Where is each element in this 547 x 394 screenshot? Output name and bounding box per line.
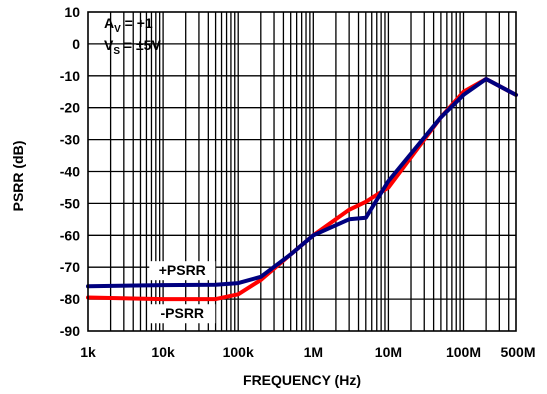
x-tick-label: 10M (375, 344, 402, 360)
series-labels: +PSRR -PSRR (149, 261, 216, 324)
grid (88, 12, 516, 331)
condition-supply: VS = ±5V (104, 37, 161, 57)
y-tick-label: -30 (60, 132, 80, 148)
x-tick-label: 100M (446, 344, 481, 360)
y-tick-label: -10 (60, 68, 80, 84)
series-label-background (149, 261, 216, 281)
x-tick-label: 1M (304, 344, 323, 360)
x-tick-label: 500M (500, 344, 535, 360)
plot-frame (87, 11, 517, 332)
x-tick-label: 10k (151, 344, 175, 360)
series-lines (86, 77, 518, 302)
y-tick-label: -90 (60, 323, 80, 339)
y-axis-label: PSRR (dB) (10, 141, 26, 212)
plus-psrr-label: +PSRR (159, 262, 206, 278)
x-tick-label: 100k (223, 344, 254, 360)
x-axis-label: FREQUENCY (Hz) (243, 372, 361, 388)
y-tick-label: -40 (60, 164, 80, 180)
y-tick-label: 10 (64, 4, 80, 20)
y-tick-label: 0 (72, 36, 80, 52)
condition-gain: AV = +1 (104, 15, 153, 35)
y-tick-label: -80 (60, 291, 80, 307)
plus-psrr-line (86, 77, 518, 289)
y-tick-label: -50 (60, 195, 80, 211)
x-tick-label: 1k (80, 344, 96, 360)
y-tick-label: -70 (60, 259, 80, 275)
y-tick-label: -60 (60, 227, 80, 243)
test-conditions: AV = +1 VS = ±5V (104, 15, 161, 57)
y-tick-label: -20 (60, 100, 80, 116)
series-label-background (149, 304, 216, 324)
minus-psrr-label: -PSRR (160, 305, 204, 321)
